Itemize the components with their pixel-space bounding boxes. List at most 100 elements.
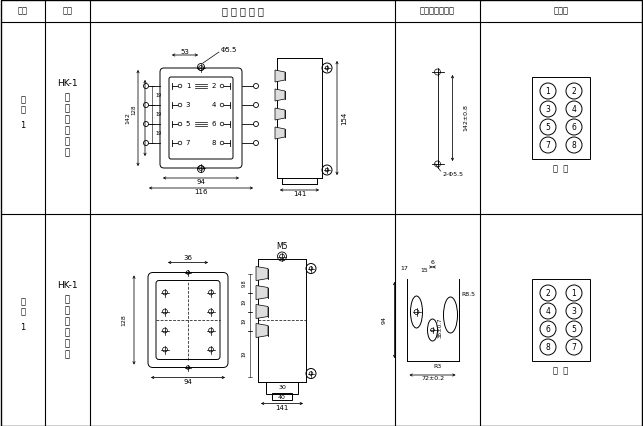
- Text: 凸: 凸: [65, 296, 70, 305]
- Text: 式: 式: [65, 317, 70, 326]
- Text: 安装开孔尺寸图: 安装开孔尺寸图: [420, 6, 455, 15]
- Circle shape: [253, 103, 258, 107]
- Text: 6: 6: [545, 325, 550, 334]
- Circle shape: [143, 141, 149, 146]
- Text: 6: 6: [431, 261, 435, 265]
- Text: Φ5.5: Φ5.5: [221, 47, 237, 53]
- Circle shape: [220, 84, 224, 88]
- Polygon shape: [256, 323, 268, 337]
- Text: 5: 5: [545, 123, 550, 132]
- Text: 8: 8: [572, 141, 576, 150]
- Text: 图: 图: [21, 106, 26, 115]
- Polygon shape: [275, 108, 285, 120]
- Text: 154: 154: [341, 111, 347, 125]
- Text: 5: 5: [186, 121, 190, 127]
- Text: M5: M5: [276, 242, 288, 251]
- Text: 142: 142: [125, 112, 131, 124]
- Text: 附: 附: [21, 297, 26, 306]
- Text: 3: 3: [572, 306, 576, 316]
- Circle shape: [143, 121, 149, 127]
- Text: 4: 4: [212, 102, 216, 108]
- Text: 38±0.7: 38±0.7: [438, 318, 443, 338]
- Text: 19: 19: [242, 318, 246, 324]
- Text: 72±0.2: 72±0.2: [421, 377, 444, 382]
- Bar: [532, 77, 590, 159]
- Circle shape: [220, 103, 224, 107]
- Text: 2: 2: [572, 86, 576, 95]
- Text: 前: 前: [65, 127, 70, 135]
- Polygon shape: [256, 305, 268, 319]
- Circle shape: [178, 141, 182, 145]
- Text: 4: 4: [545, 306, 550, 316]
- Text: 15: 15: [421, 268, 428, 273]
- Text: 6: 6: [572, 123, 576, 132]
- Text: 2: 2: [212, 83, 216, 89]
- Text: 接: 接: [65, 138, 70, 147]
- Text: 后: 后: [65, 328, 70, 337]
- Text: 2: 2: [546, 288, 550, 297]
- Text: 19: 19: [242, 299, 246, 305]
- Circle shape: [253, 121, 258, 127]
- Text: 7: 7: [186, 140, 190, 146]
- Text: 1: 1: [546, 86, 550, 95]
- Polygon shape: [275, 89, 285, 101]
- Polygon shape: [256, 267, 268, 280]
- Text: 5: 5: [572, 325, 576, 334]
- Text: 19: 19: [155, 112, 161, 117]
- Text: 7: 7: [572, 343, 576, 351]
- Text: 142±0.8: 142±0.8: [463, 104, 468, 132]
- Circle shape: [143, 83, 149, 89]
- Text: 94: 94: [197, 179, 205, 185]
- Text: HK-1: HK-1: [57, 280, 78, 290]
- Text: 9.8: 9.8: [242, 279, 246, 287]
- Text: 附: 附: [21, 95, 26, 104]
- Text: 3: 3: [545, 104, 550, 113]
- Polygon shape: [275, 127, 285, 139]
- Text: 19: 19: [155, 93, 161, 98]
- Text: 前  视: 前 视: [554, 164, 568, 173]
- Text: 128: 128: [132, 105, 136, 115]
- Text: 出: 出: [65, 306, 70, 316]
- Text: 4: 4: [572, 104, 576, 113]
- Bar: [266, 382, 298, 394]
- Circle shape: [178, 122, 182, 126]
- Text: 图: 图: [21, 308, 26, 317]
- Text: 116: 116: [194, 189, 208, 195]
- Polygon shape: [275, 70, 285, 82]
- Circle shape: [220, 122, 224, 126]
- Circle shape: [178, 84, 182, 88]
- Text: 128: 128: [122, 314, 127, 326]
- Text: 1: 1: [572, 288, 576, 297]
- Text: 40: 40: [278, 395, 286, 400]
- Circle shape: [178, 103, 182, 107]
- Text: 线: 线: [65, 351, 70, 360]
- Text: 6: 6: [212, 121, 216, 127]
- Text: 接: 接: [65, 340, 70, 348]
- Text: 19: 19: [242, 351, 246, 357]
- Text: 141: 141: [293, 191, 306, 197]
- Text: 结构: 结构: [62, 6, 73, 15]
- Text: 外 形 尺 寸 图: 外 形 尺 寸 图: [222, 6, 264, 16]
- Text: 8: 8: [546, 343, 550, 351]
- Text: 出: 出: [65, 104, 70, 113]
- Bar: [532, 279, 590, 361]
- Text: 7: 7: [545, 141, 550, 150]
- Text: 17: 17: [401, 267, 408, 271]
- Text: 1: 1: [21, 323, 26, 333]
- Text: R3: R3: [433, 365, 442, 369]
- Text: 端子图: 端子图: [554, 6, 568, 15]
- Text: 图号: 图号: [18, 6, 28, 15]
- Text: 30: 30: [278, 385, 286, 390]
- Text: 背  视: 背 视: [554, 366, 568, 375]
- Text: 53: 53: [181, 49, 190, 55]
- Text: 141: 141: [275, 405, 289, 411]
- Bar: [272, 392, 292, 400]
- Text: 式: 式: [65, 115, 70, 124]
- Circle shape: [143, 103, 149, 107]
- Circle shape: [253, 141, 258, 146]
- Text: 8: 8: [212, 140, 216, 146]
- Text: R8.5: R8.5: [462, 293, 476, 297]
- Polygon shape: [256, 285, 268, 299]
- Text: 36: 36: [183, 256, 192, 262]
- Text: 线: 线: [65, 149, 70, 158]
